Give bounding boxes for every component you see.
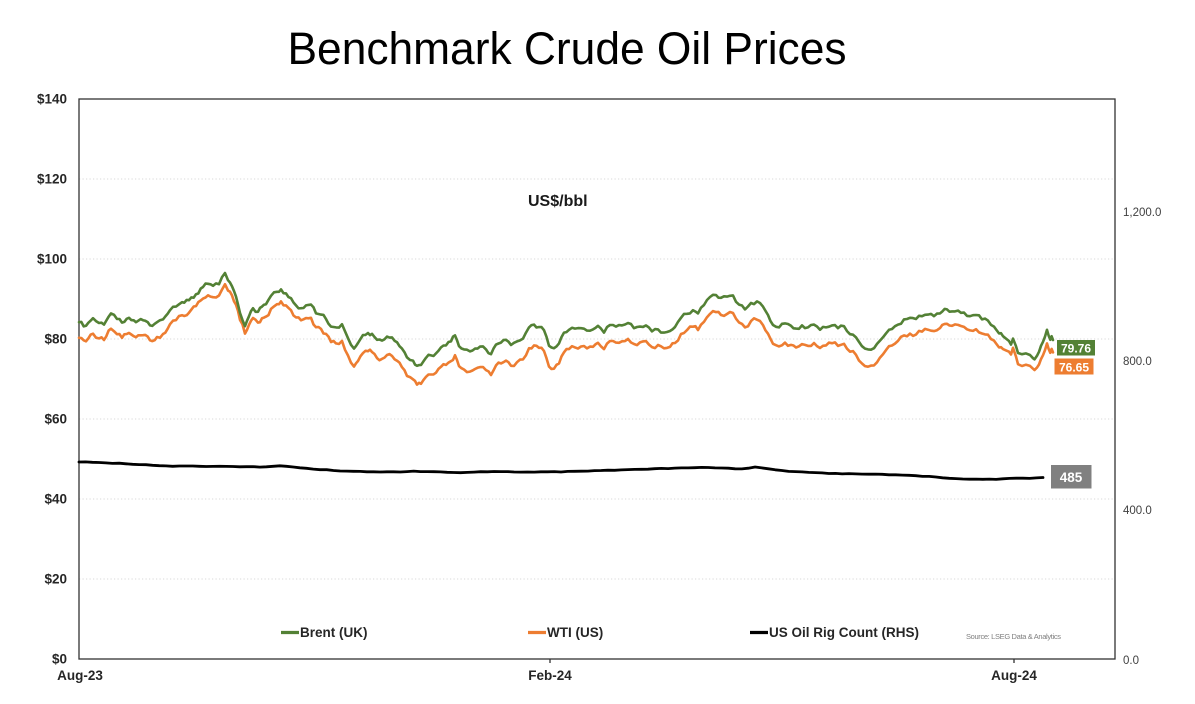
svg-text:76.65: 76.65 xyxy=(1059,361,1089,375)
svg-text:0.0: 0.0 xyxy=(1123,655,1139,667)
svg-text:400.0: 400.0 xyxy=(1123,505,1152,517)
svg-text:485: 485 xyxy=(1060,470,1083,485)
svg-text:$20: $20 xyxy=(44,572,67,587)
svg-text:US$/bbl: US$/bbl xyxy=(528,193,588,210)
svg-text:$120: $120 xyxy=(37,172,67,187)
svg-text:$80: $80 xyxy=(44,332,67,347)
svg-text:US Oil Rig Count (RHS): US Oil Rig Count (RHS) xyxy=(769,625,919,640)
svg-text:WTI (US): WTI (US) xyxy=(547,625,603,640)
svg-text:Feb-24: Feb-24 xyxy=(528,668,572,683)
svg-text:Brent (UK): Brent (UK) xyxy=(300,625,368,640)
svg-text:Aug-24: Aug-24 xyxy=(991,668,1037,683)
svg-text:800.0: 800.0 xyxy=(1123,356,1152,368)
svg-text:79.76: 79.76 xyxy=(1061,342,1091,356)
svg-text:Source: LSEG Data & Analytics: Source: LSEG Data & Analytics xyxy=(966,632,1061,641)
svg-text:Benchmark Crude Oil Prices: Benchmark Crude Oil Prices xyxy=(288,23,847,74)
svg-text:$40: $40 xyxy=(44,492,67,507)
svg-text:$100: $100 xyxy=(37,252,67,267)
svg-text:$0: $0 xyxy=(52,652,67,667)
svg-text:Aug-23: Aug-23 xyxy=(57,668,103,683)
svg-text:1,200.0: 1,200.0 xyxy=(1123,207,1161,219)
svg-text:$60: $60 xyxy=(44,412,67,427)
svg-text:$140: $140 xyxy=(37,92,67,107)
